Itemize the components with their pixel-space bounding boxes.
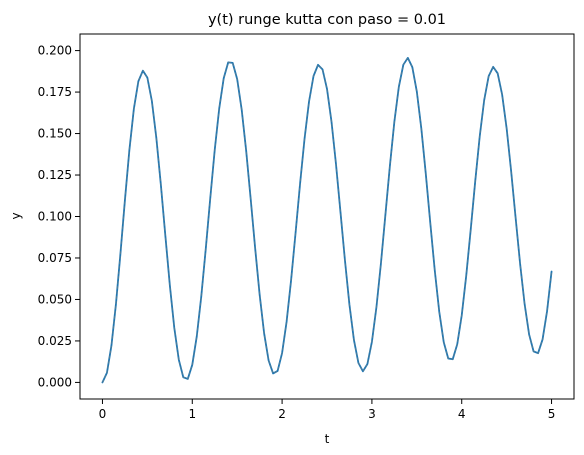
y-tick-label: 0.025 [38, 334, 72, 348]
y-tick-label: 0.175 [38, 85, 72, 99]
axes-layer: 0 1 2 3 4 5 0.000 0.025 0.050 0.075 0.100 0.125 0.15… [38, 44, 556, 421]
x-tick-label: 4 [458, 407, 466, 421]
x-tick-label: 1 [188, 407, 196, 421]
y-tick-label: 0.000 [38, 375, 72, 389]
y-tick-label: 0.075 [38, 251, 72, 265]
series-layer [101, 56, 553, 384]
x-tick-label: 5 [548, 407, 556, 421]
y-tick-label: 0.100 [38, 210, 72, 224]
y-axis-label: y [9, 212, 23, 219]
series-overlay-line [102, 57, 552, 383]
y-tick-label: 0.125 [38, 168, 72, 182]
x-axis-label: t [325, 432, 330, 446]
y-tick-label: 0.200 [38, 44, 72, 58]
chart-title: y(t) runge kutta con paso = 0.01 [208, 12, 446, 28]
x-tick-label: 0 [99, 407, 107, 421]
series-line [101, 56, 553, 384]
y-tick-label: 0.050 [38, 292, 72, 306]
x-tick-label: 3 [368, 407, 376, 421]
y-tick-label: 0.150 [38, 127, 72, 141]
x-tick-label: 2 [278, 407, 286, 421]
